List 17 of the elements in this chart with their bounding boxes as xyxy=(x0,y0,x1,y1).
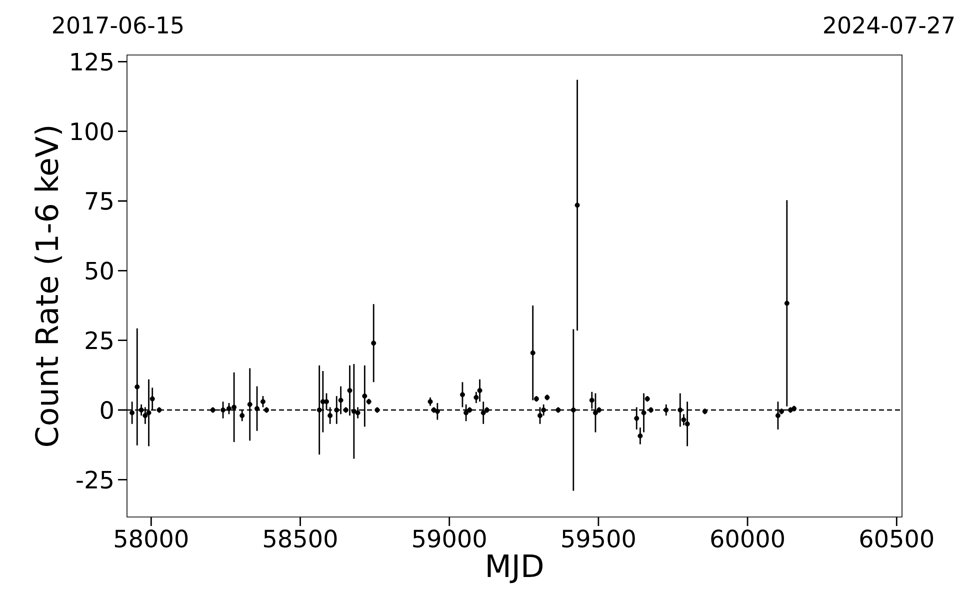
y-tick-label: 75 xyxy=(86,192,112,210)
x-tick-label: 58000 xyxy=(114,530,188,548)
y-tick-label: 50 xyxy=(86,262,113,280)
x-axis-title: MJD xyxy=(488,554,542,584)
y-axis-title: Count Rate (1-6 keV) xyxy=(34,126,62,446)
text: 2017-06-15 xyxy=(53,16,183,34)
y-tick-label: 0 xyxy=(100,400,113,420)
x-tick-label: 60500 xyxy=(860,530,934,548)
x-tick-label: 60000 xyxy=(711,530,784,548)
x-tick-label: 58500 xyxy=(264,530,337,548)
y-tick-label: -25 xyxy=(76,470,112,489)
y-tick-label: 125 xyxy=(71,52,112,71)
x-tick-label: 59500 xyxy=(562,530,635,548)
y-tick-label: 25 xyxy=(86,331,112,350)
x-tick-label: 59000 xyxy=(413,530,486,548)
y-tick-label: 100 xyxy=(71,122,113,140)
text: 2024-07-27 xyxy=(824,16,954,34)
